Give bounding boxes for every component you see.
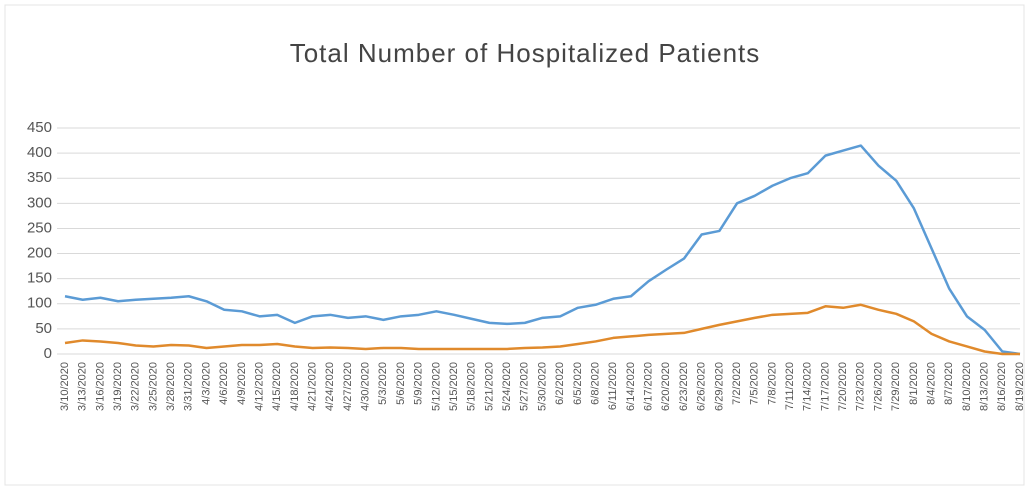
y-tick-label: 350 bbox=[27, 169, 52, 186]
frame bbox=[4, 4, 1025, 486]
y-tick-label: 250 bbox=[27, 219, 52, 236]
y-tick-label: 450 bbox=[27, 119, 52, 136]
x-tick-label: 3/16/2020 bbox=[94, 362, 106, 411]
y-tick-label: 200 bbox=[27, 245, 52, 262]
x-tick-label: 5/24/2020 bbox=[501, 362, 513, 411]
x-tick-label: 4/12/2020 bbox=[253, 362, 265, 411]
x-tick-label: 3/28/2020 bbox=[165, 362, 177, 411]
x-tick-label: 6/23/2020 bbox=[678, 362, 690, 411]
y-tick-label: 150 bbox=[27, 270, 52, 287]
y-tick-label: 300 bbox=[27, 194, 52, 211]
x-tick-label: 6/20/2020 bbox=[660, 362, 672, 411]
x-tick-label: 7/23/2020 bbox=[855, 362, 867, 411]
x-tick-label: 4/18/2020 bbox=[289, 362, 301, 411]
x-tick-label: 4/21/2020 bbox=[306, 362, 318, 411]
chart-title: Total Number of Hospitalized Patients bbox=[289, 38, 761, 68]
x-tick-label: 3/31/2020 bbox=[183, 362, 195, 411]
y-tick-label: 50 bbox=[35, 320, 52, 337]
x-tick-label: 6/26/2020 bbox=[696, 362, 708, 411]
x-tick-label: 3/25/2020 bbox=[147, 362, 159, 411]
x-tick-label: 7/8/2020 bbox=[766, 362, 778, 405]
x-tick-label: 7/26/2020 bbox=[872, 362, 884, 411]
x-tick-label: 8/13/2020 bbox=[979, 362, 991, 411]
x-tick-label: 6/8/2020 bbox=[589, 362, 601, 405]
x-tick-label: 7/5/2020 bbox=[749, 362, 761, 405]
x-tick-label: 3/19/2020 bbox=[112, 362, 124, 411]
x-tick-label: 4/15/2020 bbox=[271, 362, 283, 411]
y-tick-label: 0 bbox=[44, 345, 52, 362]
x-tick-label: 5/21/2020 bbox=[483, 362, 495, 411]
x-tick-label: 6/29/2020 bbox=[713, 362, 725, 411]
y-tick-label: 400 bbox=[27, 144, 52, 161]
x-tick-label: 5/27/2020 bbox=[519, 362, 531, 411]
x-tick-label: 8/19/2020 bbox=[1014, 362, 1026, 411]
x-tick-label: 6/11/2020 bbox=[607, 362, 619, 410]
x-tick-label: 4/9/2020 bbox=[236, 362, 248, 405]
x-tick-label: 7/20/2020 bbox=[837, 362, 849, 411]
x-tick-label: 7/2/2020 bbox=[731, 362, 743, 405]
x-tick-label: 5/12/2020 bbox=[430, 362, 442, 411]
x-tick-label: 8/4/2020 bbox=[925, 362, 937, 405]
x-tick-label: 3/10/2020 bbox=[59, 362, 71, 411]
x-tick-label: 6/17/2020 bbox=[643, 362, 655, 411]
x-tick-label: 5/18/2020 bbox=[466, 362, 478, 411]
x-tick-label: 4/6/2020 bbox=[218, 362, 230, 405]
x-tick-label: 6/14/2020 bbox=[625, 362, 637, 411]
x-tick-label: 8/16/2020 bbox=[996, 362, 1008, 411]
x-tick-label: 4/3/2020 bbox=[200, 362, 212, 405]
x-tick-label: 4/27/2020 bbox=[342, 362, 354, 411]
x-tick-label: 8/1/2020 bbox=[908, 362, 920, 405]
x-tick-label: 5/6/2020 bbox=[395, 362, 407, 405]
y-tick-label: 100 bbox=[27, 295, 52, 312]
series-line bbox=[64, 144, 1021, 356]
x-tick-label: 5/3/2020 bbox=[377, 362, 389, 405]
x-tick-label: 4/30/2020 bbox=[360, 362, 372, 411]
series-line bbox=[64, 303, 1020, 356]
x-tick-label: 4/24/2020 bbox=[324, 362, 336, 411]
x-tick-label: 7/29/2020 bbox=[890, 362, 902, 411]
x-tick-label: 8/7/2020 bbox=[943, 362, 955, 405]
x-tick-label: 5/15/2020 bbox=[448, 362, 460, 411]
x-tick-label: 8/10/2020 bbox=[961, 362, 973, 411]
x-tick-label: 6/2/2020 bbox=[554, 362, 566, 405]
x-tick-label: 7/14/2020 bbox=[802, 362, 814, 411]
x-tick-label: 5/9/2020 bbox=[413, 362, 425, 405]
x-tick-label: 6/5/2020 bbox=[572, 362, 584, 405]
x-tick-label: 7/17/2020 bbox=[819, 362, 831, 411]
x-tick-label: 7/11/2020 bbox=[784, 362, 796, 410]
x-tick-label: 5/30/2020 bbox=[536, 362, 548, 411]
x-tick-label: 3/22/2020 bbox=[130, 362, 142, 411]
x-tick-label: 3/13/2020 bbox=[77, 362, 89, 411]
